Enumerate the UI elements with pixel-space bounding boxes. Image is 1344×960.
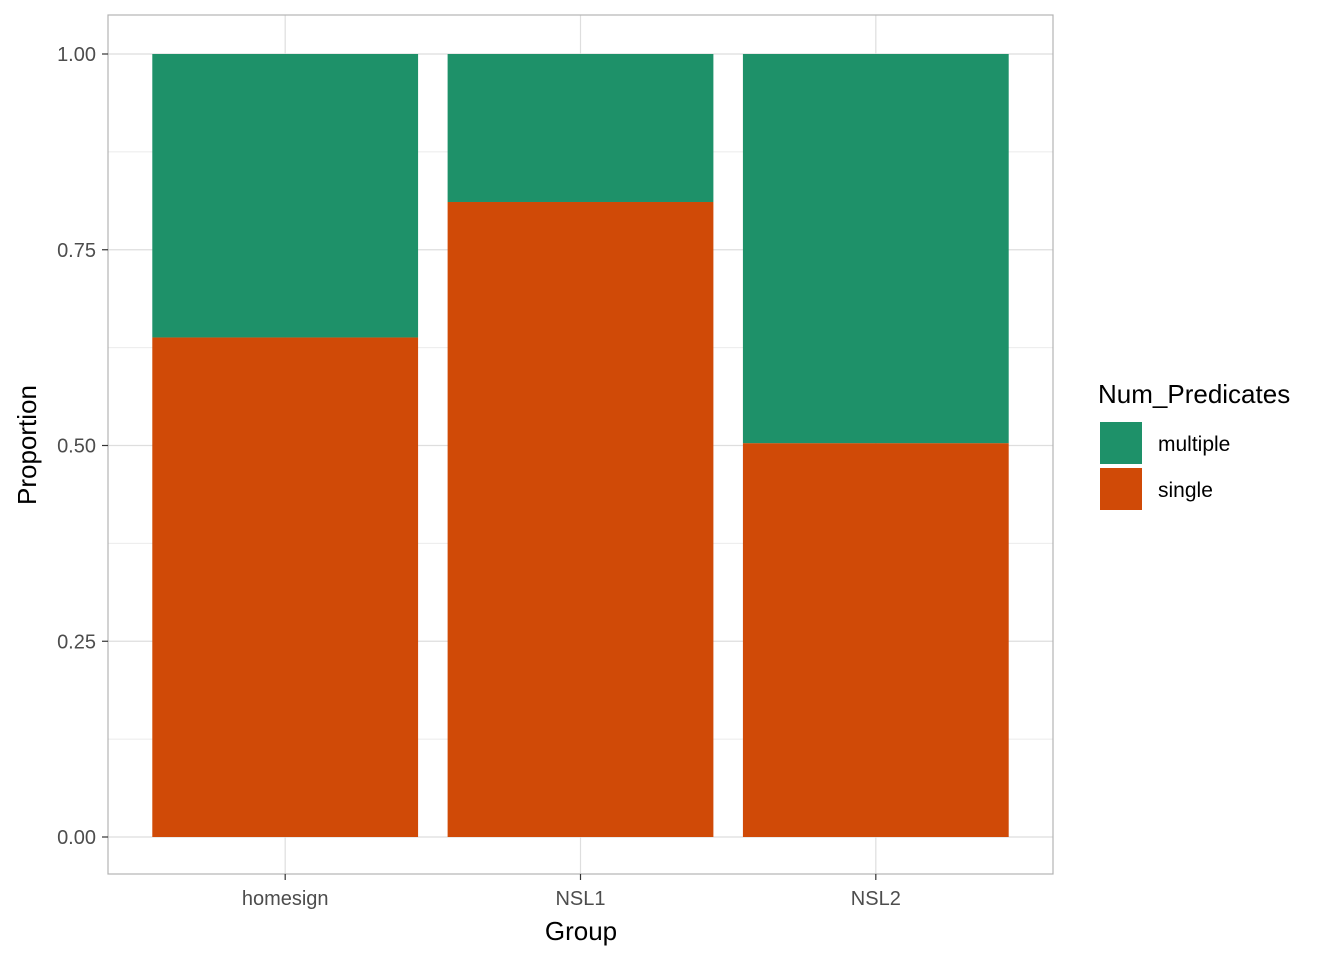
x-tick-label: NSL2 xyxy=(851,888,901,910)
x-tick-label: NSL1 xyxy=(555,888,605,910)
legend-label-multiple: multiple xyxy=(1158,433,1230,456)
bar-multiple-NSL2 xyxy=(742,54,1009,444)
bar-single-homesign xyxy=(152,337,419,837)
y-tick-label: 1.00 xyxy=(57,44,96,66)
y-tick-label: 0.75 xyxy=(57,240,96,262)
bar-multiple-homesign xyxy=(152,54,419,338)
y-tick-label: 0.00 xyxy=(57,827,96,849)
y-axis: 0.00 0.25 0.50 0.75 1.00 xyxy=(57,44,108,849)
legend-key-single xyxy=(1100,468,1142,510)
bar-single-NSL2 xyxy=(742,443,1009,837)
legend-label-single: single xyxy=(1158,479,1213,502)
legend-key-multiple xyxy=(1100,422,1142,464)
x-axis-title: Group xyxy=(545,916,617,946)
bar-multiple-NSL1 xyxy=(447,54,714,202)
legend-title: Num_Predicates xyxy=(1098,379,1290,409)
bar-single-NSL1 xyxy=(447,201,714,837)
bars xyxy=(152,54,1009,837)
x-axis: homesign NSL1 NSL2 xyxy=(242,874,901,910)
y-axis-title: Proportion xyxy=(12,385,42,505)
y-tick-label: 0.25 xyxy=(57,631,96,653)
x-tick-label: homesign xyxy=(242,888,329,910)
legend: Num_Predicates multiple single xyxy=(1098,379,1290,510)
y-tick-label: 0.50 xyxy=(57,436,96,458)
